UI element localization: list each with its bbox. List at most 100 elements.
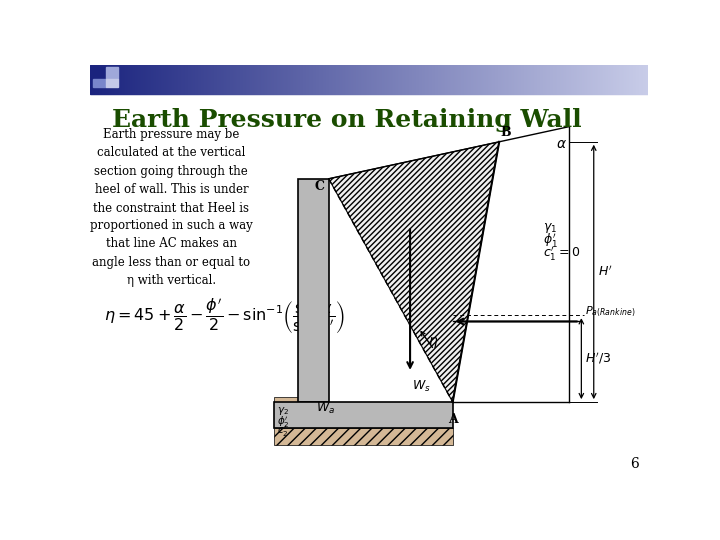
Bar (331, 65, 332, 94)
Bar (431, 65, 432, 94)
Bar (609, 65, 610, 94)
Bar (515, 65, 516, 94)
Bar (576, 65, 577, 94)
Bar (359, 65, 360, 94)
Bar (602, 65, 603, 94)
Bar (559, 65, 560, 94)
Bar (318, 65, 319, 94)
Bar (502, 65, 503, 94)
Bar (562, 65, 563, 94)
Bar (369, 65, 370, 94)
Bar (393, 65, 394, 94)
Bar (180, 65, 181, 94)
Bar (316, 65, 317, 94)
Bar (244, 65, 245, 94)
Bar (149, 65, 150, 94)
Bar (585, 65, 586, 94)
Bar (595, 65, 596, 94)
Bar (97, 65, 98, 94)
Text: $c_1' = 0$: $c_1' = 0$ (544, 244, 580, 262)
Bar (368, 65, 369, 94)
Bar (292, 65, 293, 94)
Bar (119, 65, 120, 94)
Bar (141, 65, 142, 94)
Bar (408, 65, 409, 94)
Bar (380, 65, 381, 94)
Bar (403, 65, 404, 94)
Bar (518, 65, 519, 94)
Bar (322, 65, 323, 94)
Bar (575, 65, 576, 94)
Bar (125, 65, 126, 94)
Bar (626, 65, 627, 94)
Bar (468, 65, 469, 94)
Bar (634, 65, 635, 94)
Bar (384, 65, 385, 94)
Bar (155, 65, 156, 94)
Bar (140, 65, 141, 94)
Bar (250, 65, 251, 94)
Bar (371, 65, 372, 94)
Bar (333, 65, 334, 94)
Bar (357, 65, 358, 94)
Bar (206, 65, 207, 94)
Bar (618, 65, 619, 94)
Bar (102, 65, 103, 94)
Bar (553, 65, 554, 94)
Bar (228, 65, 229, 94)
Text: $\alpha$: $\alpha$ (556, 138, 567, 151)
Bar (552, 65, 553, 94)
Bar (134, 65, 135, 94)
Text: $c_2'$: $c_2'$ (276, 423, 288, 439)
Bar (246, 65, 248, 94)
Bar (390, 65, 391, 94)
Bar (104, 65, 106, 94)
Bar (555, 65, 556, 94)
Bar (641, 65, 642, 94)
Bar (401, 65, 402, 94)
Bar (258, 65, 259, 94)
Bar (605, 65, 606, 94)
Bar (549, 65, 550, 94)
Bar (399, 65, 400, 94)
Bar (530, 65, 531, 94)
Bar (343, 65, 344, 94)
Bar (306, 65, 307, 94)
Bar (320, 65, 321, 94)
Bar (632, 65, 634, 94)
Text: $P_{a(Rankine)}$: $P_{a(Rankine)}$ (585, 305, 636, 320)
Bar (220, 65, 221, 94)
Text: $H'/3$: $H'/3$ (585, 351, 611, 367)
Bar (302, 65, 303, 94)
Bar (283, 65, 284, 94)
Bar (489, 65, 490, 94)
Bar (509, 65, 510, 94)
Bar (563, 65, 564, 94)
Bar (93, 79, 106, 87)
Bar (374, 65, 375, 94)
Bar (561, 65, 562, 94)
Bar (256, 65, 258, 94)
Bar (175, 65, 176, 94)
Bar (644, 65, 645, 94)
Bar (383, 65, 384, 94)
Bar (597, 65, 598, 94)
Bar (448, 65, 449, 94)
Bar (601, 65, 602, 94)
Bar (443, 65, 444, 94)
Text: $\eta$: $\eta$ (428, 334, 438, 349)
Bar (529, 65, 530, 94)
Bar (630, 65, 631, 94)
Bar (475, 65, 476, 94)
Bar (353, 65, 354, 94)
Bar (574, 65, 575, 94)
Bar (366, 65, 367, 94)
Bar (152, 65, 153, 94)
Bar (527, 65, 528, 94)
Bar (106, 65, 107, 94)
Bar (477, 65, 478, 94)
Bar (138, 65, 139, 94)
Bar (486, 65, 487, 94)
Bar (554, 65, 555, 94)
Bar (510, 65, 512, 94)
